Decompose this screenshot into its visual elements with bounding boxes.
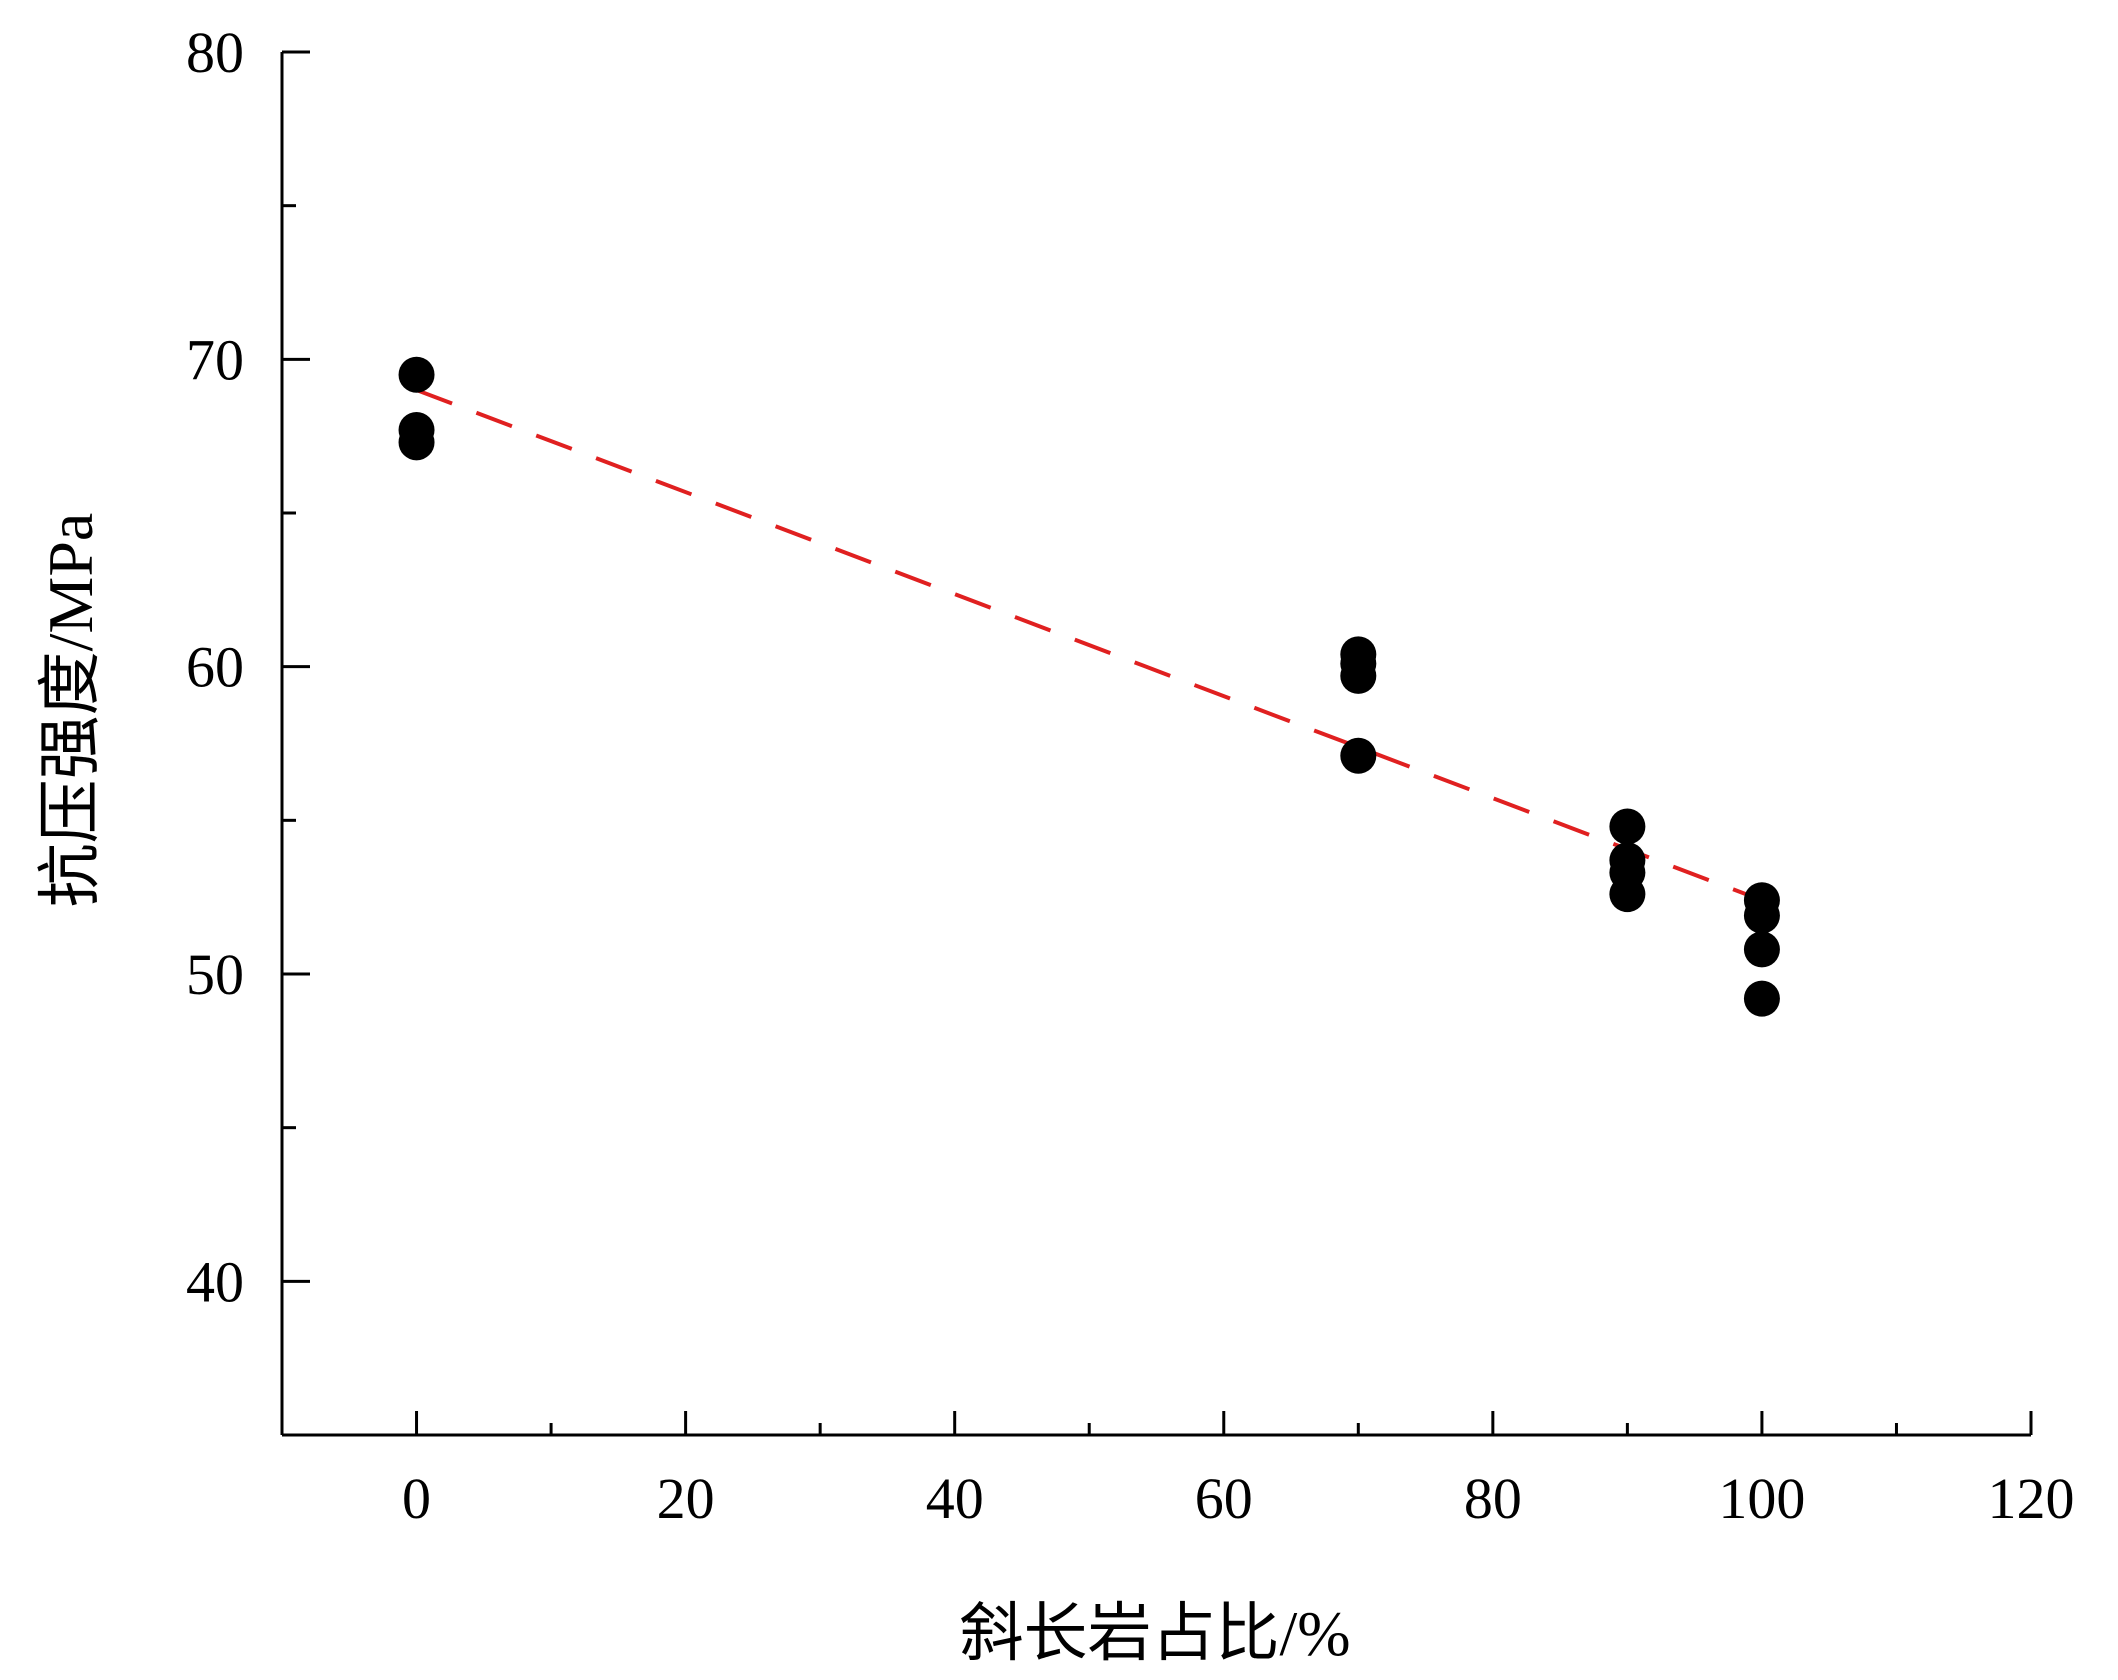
y-axis-title: 抗压强度/MPa (35, 513, 106, 908)
x-axis-title: 斜长岩占比/% (959, 1598, 1350, 1669)
y-tick-label: 70 (186, 327, 244, 392)
data-point (1743, 897, 1780, 934)
x-tick-label: 120 (1988, 1466, 2075, 1531)
data-point (398, 356, 435, 393)
data-point (1743, 931, 1780, 968)
data-point (1340, 737, 1377, 774)
x-tick-label: 100 (1718, 1466, 1805, 1531)
x-tick-label: 60 (1195, 1466, 1253, 1531)
x-tick-label: 80 (1464, 1466, 1522, 1531)
x-tick-label: 40 (926, 1466, 984, 1531)
trend-line (415, 388, 1763, 903)
y-tick-label: 60 (186, 635, 244, 700)
marks (398, 356, 1780, 1017)
y-tick-label: 80 (186, 20, 244, 85)
y-tick-label: 40 (186, 1249, 244, 1314)
x-tick-label: 20 (657, 1466, 715, 1531)
y-tick-label: 50 (186, 942, 244, 1007)
data-point (398, 424, 435, 461)
x-tick-label: 0 (402, 1466, 431, 1531)
data-point (1743, 980, 1780, 1017)
axes (280, 50, 2033, 1437)
data-point (1340, 657, 1377, 694)
labels: 40 50 60 70 80 0 20 40 60 80 100 120 (186, 20, 2075, 1531)
data-point (1609, 808, 1646, 845)
data-point (1609, 876, 1646, 913)
